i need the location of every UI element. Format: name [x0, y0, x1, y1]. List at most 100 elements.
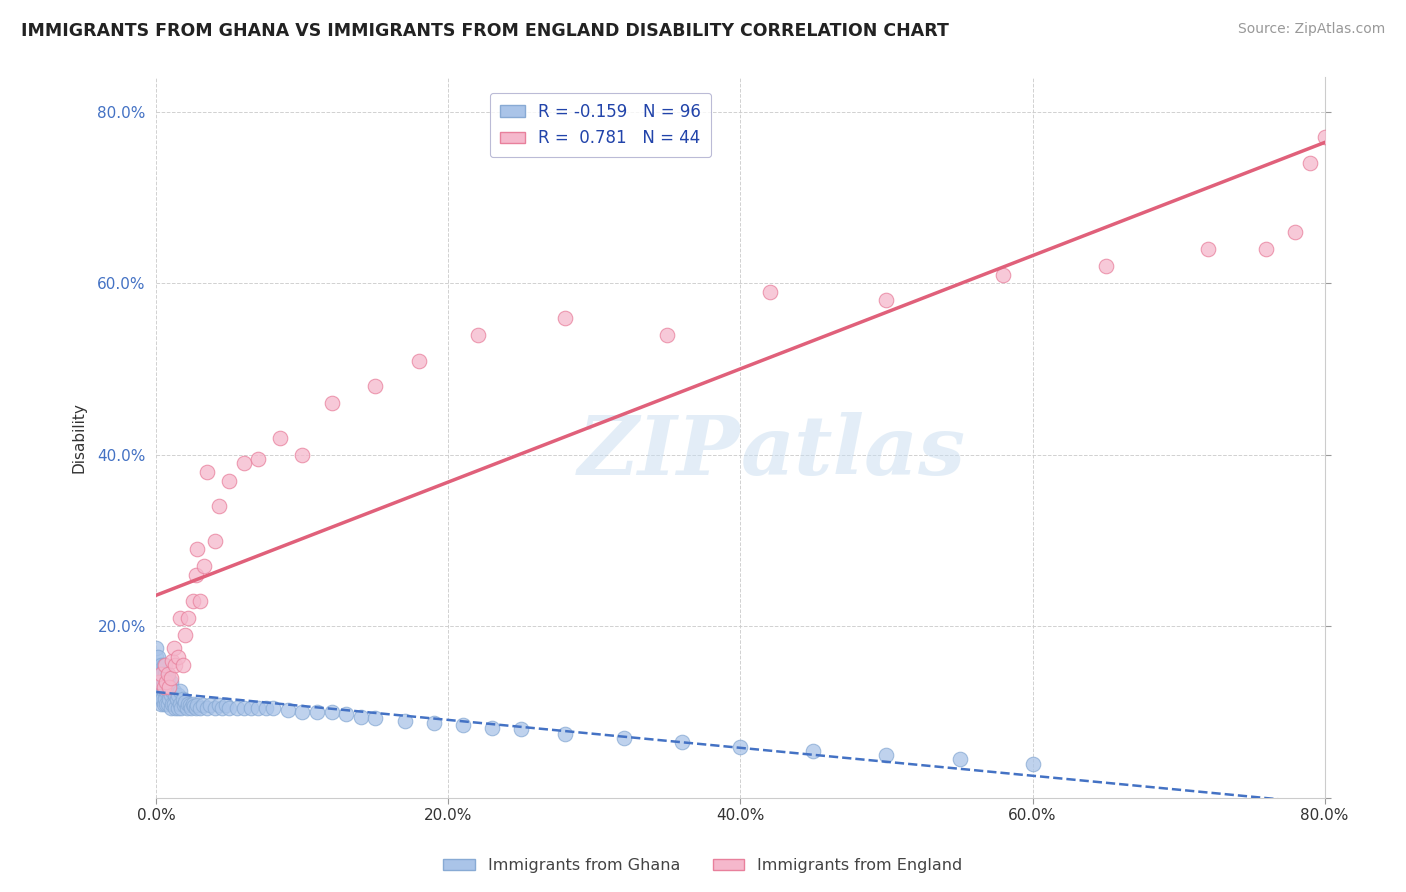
Point — [156, 666, 179, 681]
Point — [157, 680, 180, 694]
Point — [146, 662, 169, 676]
Point — [153, 680, 176, 694]
Point — [364, 379, 387, 393]
Point — [167, 649, 190, 664]
Point — [169, 683, 191, 698]
Point — [163, 683, 186, 698]
Point — [157, 692, 180, 706]
Point — [176, 701, 198, 715]
Point — [181, 697, 204, 711]
Point — [145, 658, 167, 673]
Point — [1313, 130, 1336, 145]
Legend: R = -0.159   N = 96, R =  0.781   N = 44: R = -0.159 N = 96, R = 0.781 N = 44 — [489, 93, 711, 157]
Point — [394, 714, 416, 728]
Text: atlas: atlas — [741, 412, 966, 492]
Point — [160, 675, 183, 690]
Point — [152, 697, 174, 711]
Point — [467, 327, 489, 342]
Point — [152, 658, 174, 673]
Point — [146, 649, 169, 664]
Legend: Immigrants from Ghana, Immigrants from England: Immigrants from Ghana, Immigrants from E… — [437, 852, 969, 880]
Point — [160, 701, 183, 715]
Point — [156, 683, 179, 698]
Point — [451, 718, 474, 732]
Text: IMMIGRANTS FROM GHANA VS IMMIGRANTS FROM ENGLAND DISABILITY CORRELATION CHART: IMMIGRANTS FROM GHANA VS IMMIGRANTS FROM… — [21, 22, 949, 40]
Point — [184, 568, 207, 582]
Point — [162, 697, 184, 711]
Point — [948, 752, 970, 766]
Point — [1256, 242, 1278, 256]
Point — [169, 697, 191, 711]
Point — [148, 680, 170, 694]
Point — [145, 680, 167, 694]
Point — [169, 611, 191, 625]
Point — [174, 628, 197, 642]
Point — [211, 701, 233, 715]
Point — [177, 697, 200, 711]
Point — [162, 683, 184, 698]
Point — [204, 533, 226, 548]
Point — [423, 715, 446, 730]
Point — [321, 396, 343, 410]
Point — [162, 654, 184, 668]
Point — [195, 701, 218, 715]
Point — [613, 731, 636, 745]
Text: Source: ZipAtlas.com: Source: ZipAtlas.com — [1237, 22, 1385, 37]
Point — [163, 697, 186, 711]
Point — [148, 675, 170, 690]
Point — [200, 698, 222, 713]
Point — [145, 666, 167, 681]
Point — [160, 688, 183, 702]
Point — [876, 748, 898, 763]
Point — [208, 500, 231, 514]
Point — [335, 706, 357, 721]
Point — [218, 701, 240, 715]
Point — [193, 559, 215, 574]
Point — [155, 675, 177, 690]
Point — [173, 698, 195, 713]
Point — [148, 666, 170, 681]
Point — [247, 452, 270, 467]
Point — [186, 698, 208, 713]
Point — [321, 706, 343, 720]
Point — [149, 697, 172, 711]
Point — [554, 727, 576, 741]
Point — [165, 688, 187, 702]
Point — [554, 310, 576, 325]
Point — [188, 593, 211, 607]
Point — [146, 688, 169, 702]
Point — [150, 666, 173, 681]
Point — [166, 692, 188, 706]
Point — [174, 695, 197, 709]
Point — [155, 683, 177, 698]
Point — [730, 739, 752, 754]
Point — [152, 680, 174, 694]
Point — [172, 692, 194, 706]
Point — [291, 706, 314, 720]
Point — [195, 465, 218, 479]
Point — [150, 692, 173, 706]
Point — [153, 666, 176, 681]
Point — [305, 706, 328, 720]
Point — [1299, 156, 1322, 170]
Point — [510, 723, 533, 737]
Point — [183, 699, 205, 714]
Point — [247, 701, 270, 715]
Point — [350, 709, 373, 723]
Point — [167, 701, 190, 715]
Point — [254, 701, 277, 715]
Point — [145, 640, 167, 655]
Point — [149, 658, 172, 673]
Point — [191, 698, 214, 713]
Point — [160, 671, 183, 685]
Point — [180, 701, 202, 715]
Point — [291, 448, 314, 462]
Point — [240, 701, 263, 715]
Point — [876, 293, 898, 308]
Point — [155, 697, 177, 711]
Point — [993, 268, 1015, 282]
Point — [179, 698, 201, 713]
Point — [1094, 259, 1116, 273]
Point — [218, 474, 240, 488]
Point — [150, 680, 173, 694]
